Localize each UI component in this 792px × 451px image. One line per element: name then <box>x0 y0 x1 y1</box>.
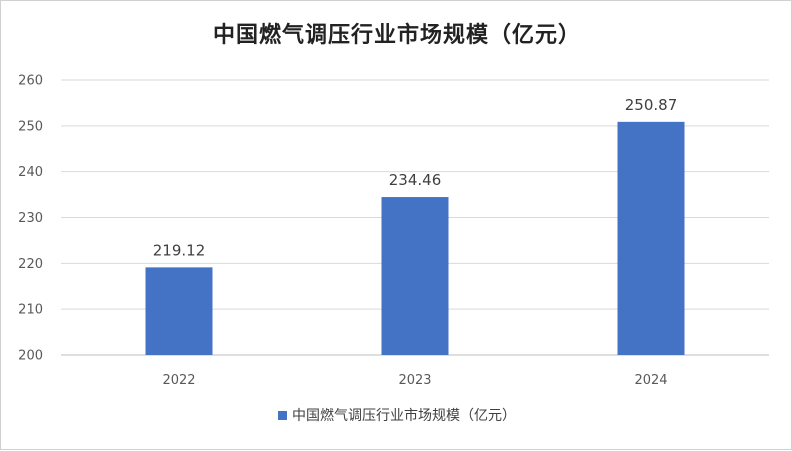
y-tick-label: 260 <box>18 74 43 89</box>
x-tick-label: 2022 <box>162 373 195 388</box>
legend-swatch <box>278 410 287 420</box>
chart-legend: 中国燃气调压行业市场规模（亿元） <box>1 405 792 425</box>
data-label: 250.87 <box>625 96 678 114</box>
y-tick-label: 210 <box>18 303 43 318</box>
y-tick-label: 250 <box>18 119 43 134</box>
bar <box>381 197 449 355</box>
data-label: 219.12 <box>153 241 206 259</box>
x-tick-label: 2023 <box>398 373 431 388</box>
legend-label: 中国燃气调压行业市场规模（亿元） <box>292 408 516 424</box>
y-tick-label: 200 <box>18 349 43 364</box>
data-label: 234.46 <box>389 171 442 189</box>
x-tick-label: 2024 <box>634 373 667 388</box>
bar <box>145 267 213 355</box>
bar <box>617 121 685 356</box>
y-tick-label: 240 <box>18 165 43 180</box>
y-tick-label: 220 <box>18 257 43 272</box>
chart-title: 中国燃气调压行业市场规模（亿元） <box>212 22 581 48</box>
y-tick-label: 230 <box>18 211 43 226</box>
